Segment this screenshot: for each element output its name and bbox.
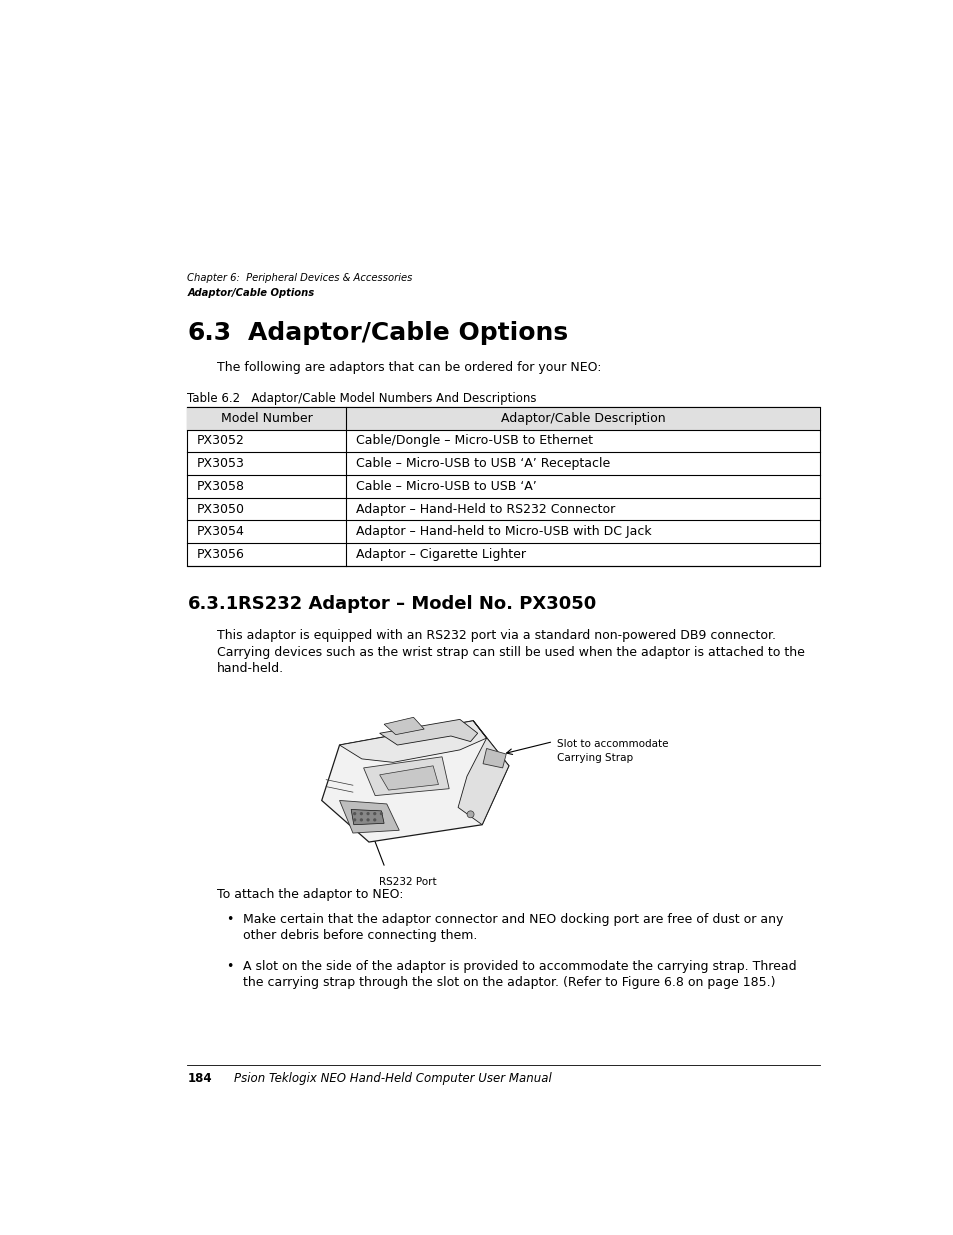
Circle shape: [374, 819, 375, 821]
Text: PX3053: PX3053: [196, 457, 244, 471]
Text: •: •: [226, 913, 233, 926]
Bar: [187, 406, 819, 566]
Text: Cable – Micro-USB to USB ‘A’ Receptacle: Cable – Micro-USB to USB ‘A’ Receptacle: [355, 457, 609, 471]
Text: Carrying devices such as the wrist strap can still be used when the adaptor is a: Carrying devices such as the wrist strap…: [216, 646, 804, 658]
Polygon shape: [379, 766, 438, 790]
Text: PX3050: PX3050: [196, 503, 245, 516]
Circle shape: [360, 819, 362, 821]
Text: 6.3.1: 6.3.1: [187, 595, 238, 614]
Text: Cable – Micro-USB to USB ‘A’: Cable – Micro-USB to USB ‘A’: [355, 480, 536, 493]
Text: PX3052: PX3052: [196, 435, 244, 447]
Polygon shape: [339, 800, 399, 834]
Text: PX3056: PX3056: [196, 548, 244, 561]
Circle shape: [354, 819, 355, 821]
Text: This adaptor is equipped with an RS232 port via a standard non-powered DB9 conne: This adaptor is equipped with an RS232 p…: [216, 629, 775, 642]
Circle shape: [374, 813, 375, 815]
Text: Adaptor/Cable Description: Adaptor/Cable Description: [500, 411, 664, 425]
Circle shape: [367, 819, 369, 821]
Text: Chapter 6:  Peripheral Devices & Accessories: Chapter 6: Peripheral Devices & Accessor…: [187, 273, 413, 283]
Text: other debris before connecting them.: other debris before connecting them.: [243, 930, 477, 942]
Text: •: •: [226, 960, 233, 973]
Text: Make certain that the adaptor connector and NEO docking port are free of dust or: Make certain that the adaptor connector …: [243, 913, 782, 926]
Polygon shape: [379, 719, 477, 745]
Text: Table 6.2   Adaptor/Cable Model Numbers And Descriptions: Table 6.2 Adaptor/Cable Model Numbers An…: [187, 391, 537, 405]
Text: the carrying strap through the slot on the adaptor. (Refer to Figure 6.8 on page: the carrying strap through the slot on t…: [243, 977, 775, 989]
Text: Psion Teklogix NEO Hand-Held Computer User Manual: Psion Teklogix NEO Hand-Held Computer Us…: [233, 1072, 551, 1086]
Text: Slot to accommodate: Slot to accommodate: [557, 740, 668, 750]
Text: RS232 Port: RS232 Port: [378, 877, 436, 887]
Circle shape: [360, 813, 362, 815]
Text: PX3054: PX3054: [196, 525, 244, 538]
Bar: [187, 406, 819, 430]
Text: Model Number: Model Number: [221, 411, 313, 425]
Polygon shape: [457, 721, 508, 825]
Circle shape: [354, 813, 355, 815]
Text: Adaptor – Hand-held to Micro-USB with DC Jack: Adaptor – Hand-held to Micro-USB with DC…: [355, 525, 651, 538]
Circle shape: [367, 813, 369, 815]
Text: A slot on the side of the adaptor is provided to accommodate the carrying strap.: A slot on the side of the adaptor is pro…: [243, 960, 796, 973]
Circle shape: [467, 811, 474, 818]
Polygon shape: [363, 757, 449, 795]
Text: Cable/Dongle – Micro-USB to Ethernet: Cable/Dongle – Micro-USB to Ethernet: [355, 435, 592, 447]
Polygon shape: [351, 809, 384, 825]
Text: RS232 Adaptor – Model No. PX3050: RS232 Adaptor – Model No. PX3050: [237, 595, 596, 614]
Text: hand-held.: hand-held.: [216, 662, 284, 676]
Text: Carrying Strap: Carrying Strap: [557, 752, 633, 763]
Polygon shape: [384, 718, 424, 735]
Text: 6.3: 6.3: [187, 321, 232, 345]
Text: Adaptor – Cigarette Lighter: Adaptor – Cigarette Lighter: [355, 548, 525, 561]
Text: The following are adaptors that can be ordered for your NEO:: The following are adaptors that can be o…: [216, 361, 600, 374]
Polygon shape: [339, 721, 486, 762]
Text: Adaptor/Cable Options: Adaptor/Cable Options: [248, 321, 567, 345]
Text: To attach the adaptor to NEO:: To attach the adaptor to NEO:: [216, 888, 403, 902]
Polygon shape: [321, 721, 508, 842]
Circle shape: [380, 813, 382, 815]
Polygon shape: [482, 748, 506, 768]
Text: 184: 184: [187, 1072, 212, 1086]
Text: Adaptor/Cable Options: Adaptor/Cable Options: [187, 288, 314, 298]
Text: PX3058: PX3058: [196, 480, 245, 493]
Text: Adaptor – Hand-Held to RS232 Connector: Adaptor – Hand-Held to RS232 Connector: [355, 503, 615, 516]
